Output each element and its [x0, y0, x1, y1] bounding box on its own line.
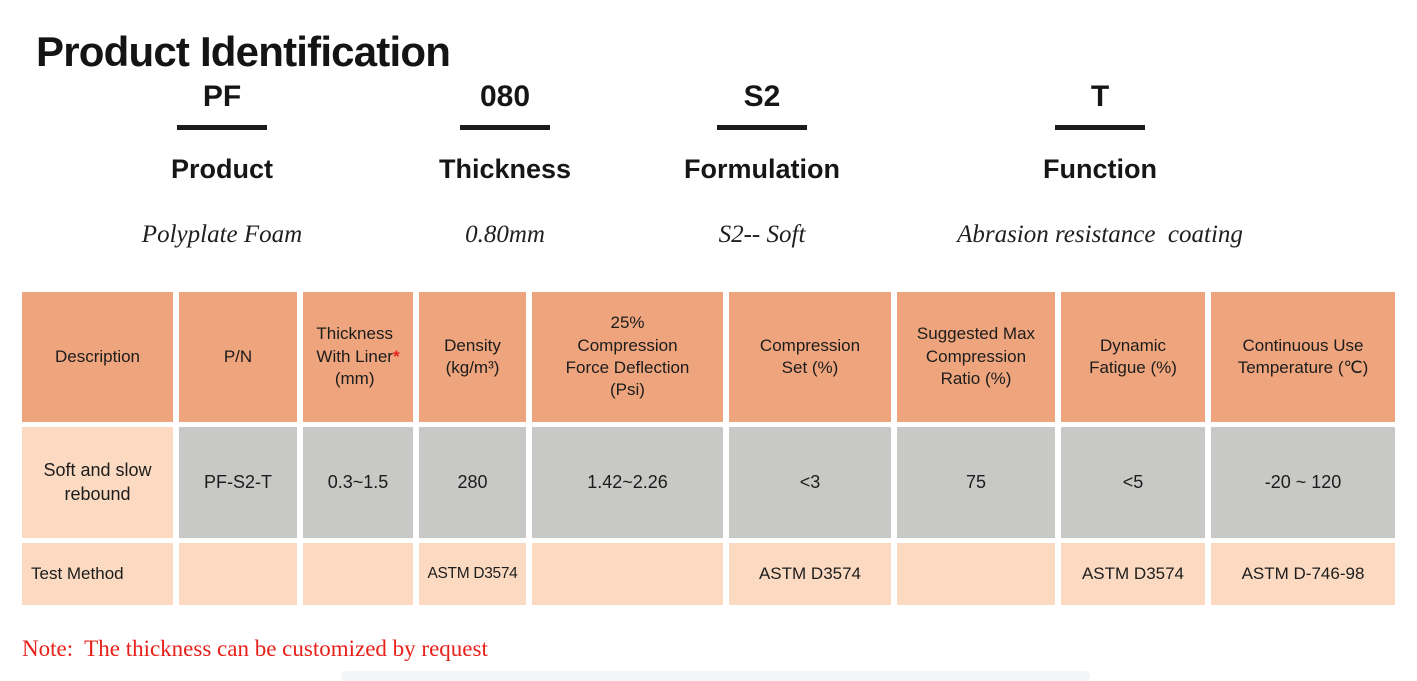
label-formulation: Formulation: [684, 154, 840, 184]
desc-product: Polyplate Foam: [141, 221, 303, 248]
header-description: Description: [22, 292, 173, 422]
test-cell-density: ASTM D3574: [419, 543, 526, 605]
test-cell-cfd: [532, 543, 723, 605]
cell-continuous-temp-value: -20 ~ 120: [1211, 427, 1395, 538]
header-compression-set: Compression Set (%): [729, 292, 891, 422]
cell-pn-value: PF-S2-T: [179, 427, 297, 538]
header-suggested-max-compression-ratio: Suggested Max Compression Ratio (%): [897, 292, 1055, 422]
required-asterisk: *: [392, 346, 400, 366]
desc-function: Abrasion resistance coating: [957, 221, 1243, 248]
test-cell-suggested-max: [897, 543, 1055, 605]
header-compression-force-deflection: 25% Compression Force Deflection (Psi): [532, 292, 723, 422]
label-thickness: Thickness: [438, 154, 572, 184]
cell-dynamic-fatigue-value: <5: [1061, 427, 1205, 538]
header-pn: P/N: [179, 292, 297, 422]
cell-thickness-value: 0.3~1.5: [303, 427, 413, 538]
header-thickness-text: Thickness With Liner (mm): [316, 324, 393, 389]
header-density: Density (kg/m³): [419, 292, 526, 422]
code-product: PF: [177, 80, 267, 130]
test-method-label: Test Method: [22, 543, 173, 605]
cell-cfd-value: 1.42~2.26: [532, 427, 723, 538]
label-product: Product: [170, 154, 274, 184]
label-function: Function: [1043, 154, 1157, 184]
test-cell-continuous-temp: ASTM D-746-98: [1211, 543, 1395, 605]
test-cell-pn: [179, 543, 297, 605]
cell-compression-set-value: <3: [729, 427, 891, 538]
header-continuous-use-temperature: Continuous Use Temperature (℃): [1211, 292, 1395, 422]
cell-description-value: Soft and slow rebound: [22, 427, 173, 538]
code-function: T: [1055, 80, 1145, 130]
header-dynamic-fatigue: Dynamic Fatigue (%): [1061, 292, 1205, 422]
page-title: Product Identification: [36, 28, 451, 76]
thickness-note: Note: The thickness can be customized by…: [22, 636, 488, 661]
horizontal-scrollbar-thumb[interactable]: [341, 671, 1090, 681]
code-thickness: 080: [460, 80, 550, 130]
test-cell-dynamic-fatigue: ASTM D3574: [1061, 543, 1205, 605]
cell-density-value: 280: [419, 427, 526, 538]
code-formulation: S2: [717, 80, 807, 130]
header-thickness-with-liner: Thickness With Liner (mm) *: [303, 292, 413, 422]
cell-suggested-max-value: 75: [897, 427, 1055, 538]
desc-thickness: 0.80mm: [465, 221, 545, 248]
desc-formulation: S2-- Soft: [718, 221, 806, 248]
spec-table: Description P/N Thickness With Liner (mm…: [22, 292, 1395, 605]
test-cell-thickness: [303, 543, 413, 605]
test-cell-compression-set: ASTM D3574: [729, 543, 891, 605]
